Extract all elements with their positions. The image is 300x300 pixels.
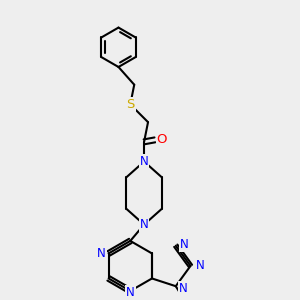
Text: N: N [126,286,135,299]
Text: N: N [140,155,148,168]
Text: N: N [140,218,148,231]
Text: S: S [126,98,134,111]
Text: N: N [179,282,188,295]
Text: N: N [195,260,204,272]
Text: N: N [180,238,188,251]
Text: O: O [157,134,167,146]
Text: N: N [97,247,106,260]
